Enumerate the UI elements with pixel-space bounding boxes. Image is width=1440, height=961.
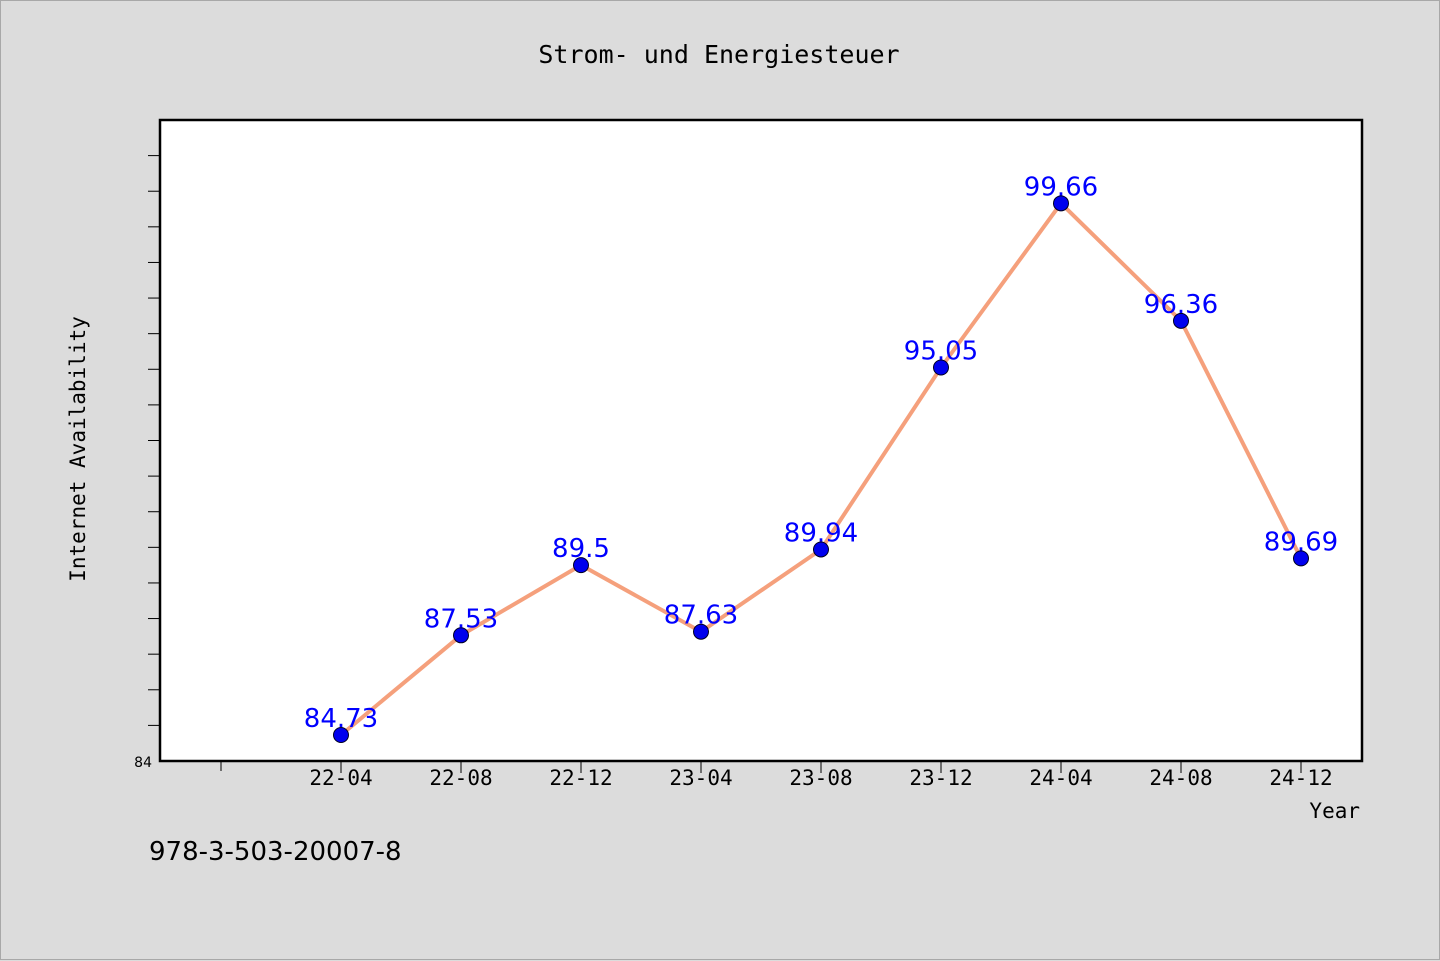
x-tick-label: 22-08 <box>429 766 492 790</box>
y-axis-label: Internet Availability <box>66 316 90 582</box>
data-label: 89.94 <box>784 518 858 548</box>
data-label: 87.53 <box>424 604 498 634</box>
data-point <box>933 359 949 376</box>
x-tick-label: 22-04 <box>309 766 372 790</box>
data-label: 89.69 <box>1264 527 1338 557</box>
isbn-text: 978-3-503-20007-8 <box>149 837 402 867</box>
x-tick-label: 24-08 <box>1149 766 1212 790</box>
x-tick-label: 23-04 <box>669 766 732 790</box>
data-label: 95.05 <box>904 336 978 366</box>
data-label: 99.66 <box>1024 172 1098 202</box>
data-point <box>453 627 469 644</box>
data-label: 89.5 <box>552 534 610 564</box>
data-point <box>1053 195 1069 212</box>
data-label: 96.36 <box>1144 290 1218 320</box>
y-axis-ticks: 84 <box>134 155 160 771</box>
x-tick-label: 23-08 <box>789 766 852 790</box>
chart-title: Strom- und Energiesteuer <box>538 40 899 69</box>
data-point <box>333 727 349 744</box>
y-tick-label: 84 <box>134 755 152 771</box>
x-tick-label: 22-12 <box>549 766 612 790</box>
x-axis-ticks: 22-04 22-08 22-12 23-04 23-08 23-12 24-04 24-08… <box>220 761 1333 790</box>
data-point <box>573 557 589 574</box>
plot-area <box>158 118 1364 763</box>
x-tick-label: 24-12 <box>1269 766 1332 790</box>
data-point <box>1173 312 1189 329</box>
series-layer: 84.73 87.53 89.5 87.63 89.94 95.05 99.66 96.36 8… <box>304 172 1338 744</box>
data-label: 87.63 <box>664 601 738 631</box>
data-point <box>693 623 709 640</box>
data-point <box>813 541 829 558</box>
data-label: 84.73 <box>304 704 378 734</box>
data-point <box>1293 550 1309 567</box>
x-tick-label: 24-04 <box>1029 766 1092 790</box>
x-tick-label: 23-12 <box>909 766 972 790</box>
x-axis-label: Year <box>1309 799 1360 823</box>
